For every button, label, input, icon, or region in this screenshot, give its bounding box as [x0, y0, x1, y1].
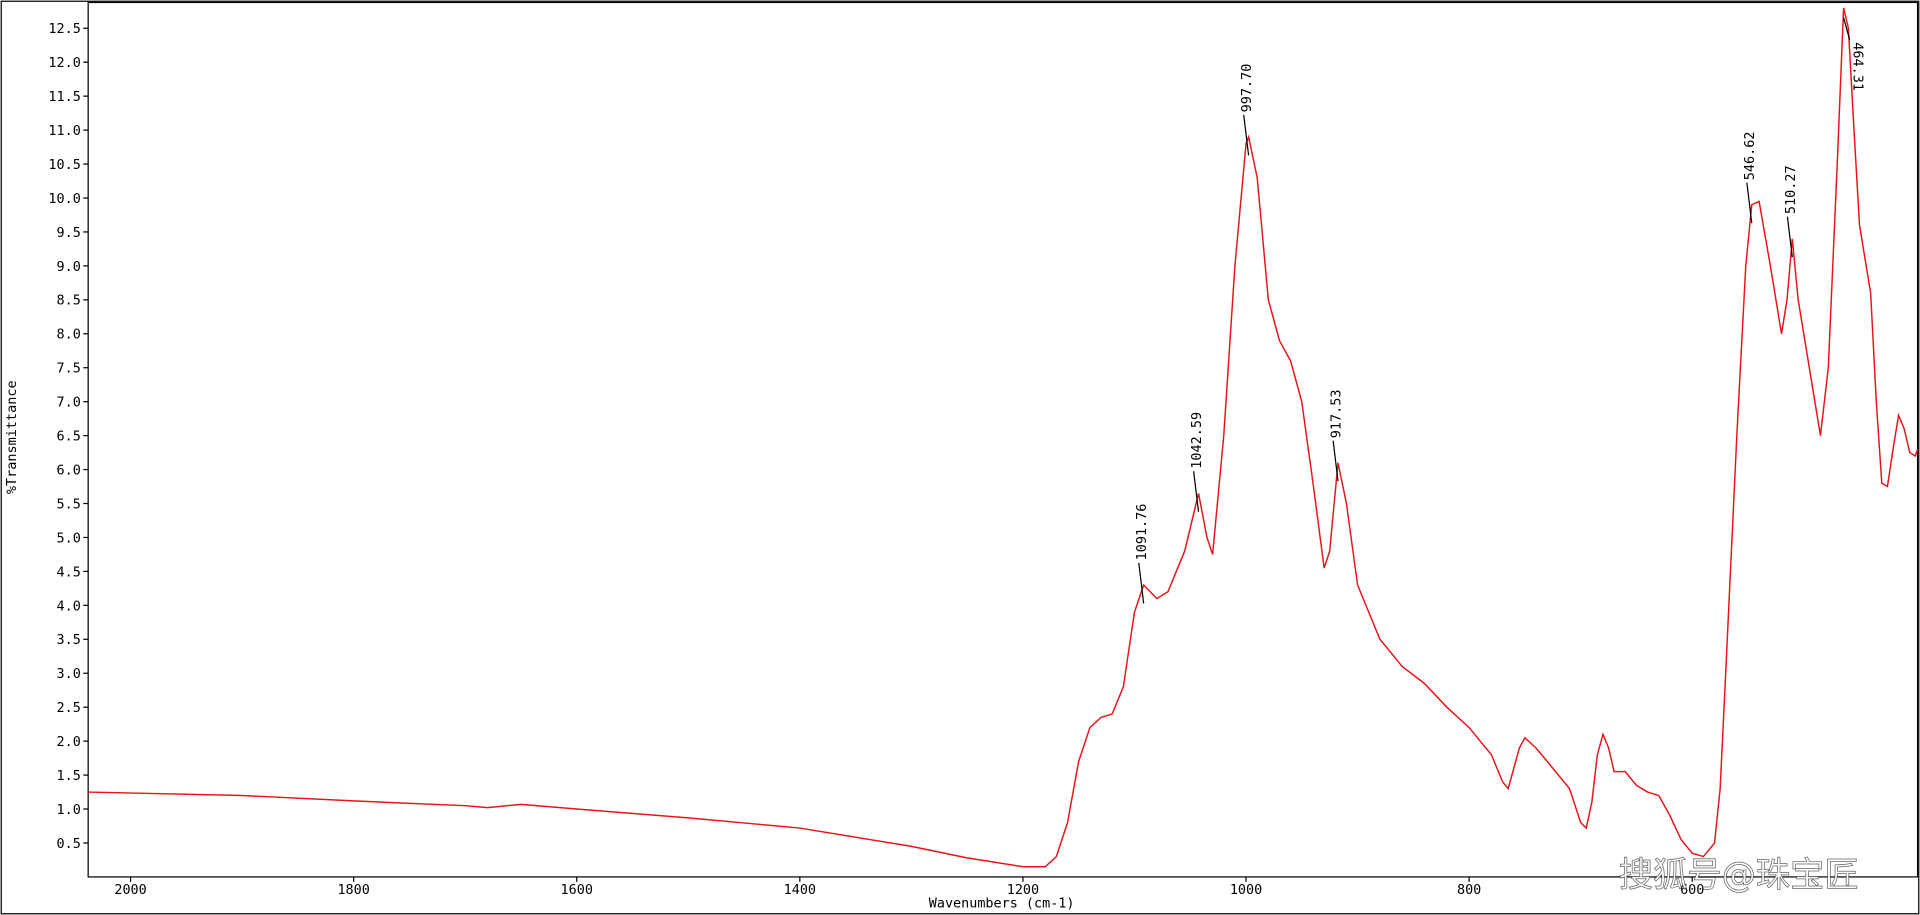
x-axis-label: Wavenumbers (cm-1)	[929, 896, 1075, 912]
y-tick-label: 2.5	[57, 700, 81, 716]
annotation-label: 510.27	[1783, 165, 1799, 214]
y-tick-label: 7.5	[57, 361, 81, 377]
y-tick-label: 8.5	[57, 293, 81, 309]
y-tick-label: 1.0	[57, 802, 81, 818]
annotation-label: 917.53	[1328, 389, 1344, 438]
annotation-label: 997.70	[1239, 64, 1255, 113]
y-tick-label: 2.0	[57, 734, 81, 750]
y-tick-label: 5.0	[57, 530, 81, 546]
annotation-label: 1091.76	[1134, 504, 1150, 561]
annotation-label: 1042.59	[1189, 412, 1205, 469]
spectrum-line	[88, 7, 1919, 868]
y-tick-label: 9.0	[57, 259, 81, 275]
annotation-label: 546.62	[1742, 131, 1758, 180]
watermark: 搜狐号@珠宝匠	[1619, 856, 1859, 896]
y-tick-label: 12.0	[48, 55, 80, 71]
x-tick-label: 1600	[561, 882, 593, 898]
y-tick-label: 5.5	[57, 496, 81, 512]
annotation-leader	[1332, 440, 1339, 482]
y-tick-label: 10.5	[48, 157, 80, 173]
y-tick-label: 7.0	[57, 395, 81, 411]
x-tick-label: 1000	[1230, 882, 1262, 898]
y-axis-label: %Transmittance	[4, 380, 20, 494]
y-tick-label: 8.0	[57, 327, 81, 343]
y-tick-label: 9.5	[57, 225, 81, 241]
y-tick-label: 6.0	[57, 462, 81, 478]
x-tick-label: 600	[1680, 882, 1704, 898]
y-tick-label: 4.0	[57, 598, 81, 614]
annotation-leader	[1746, 182, 1753, 224]
x-tick-label: 1800	[337, 882, 369, 898]
y-tick-label: 11.5	[48, 89, 80, 105]
x-tick-label: 1200	[1007, 882, 1039, 898]
annotation-leader	[1786, 216, 1793, 258]
y-tick-label: 6.5	[57, 429, 81, 445]
x-tick-label: 800	[1457, 882, 1481, 898]
y-tick-label: 12.5	[48, 21, 80, 37]
annotation-leader	[1243, 114, 1250, 156]
y-tick-label: 11.0	[48, 123, 80, 139]
y-tick-label: 3.5	[57, 632, 81, 648]
plot-area	[87, 1, 1919, 878]
x-tick-label: 1400	[784, 882, 816, 898]
annotation-leader	[1138, 562, 1145, 604]
annotation-label: 464.31	[1849, 42, 1865, 91]
y-tick-label: 1.5	[57, 768, 81, 784]
y-tick-label: 0.5	[57, 836, 81, 852]
annotation-leader	[1842, 17, 1851, 40]
x-tick-label: 2000	[114, 882, 146, 898]
annotation-leader	[1193, 471, 1200, 512]
y-tick-label: 4.5	[57, 564, 81, 580]
y-tick-label: 3.0	[57, 666, 81, 682]
y-tick-label: 10.0	[48, 191, 80, 207]
